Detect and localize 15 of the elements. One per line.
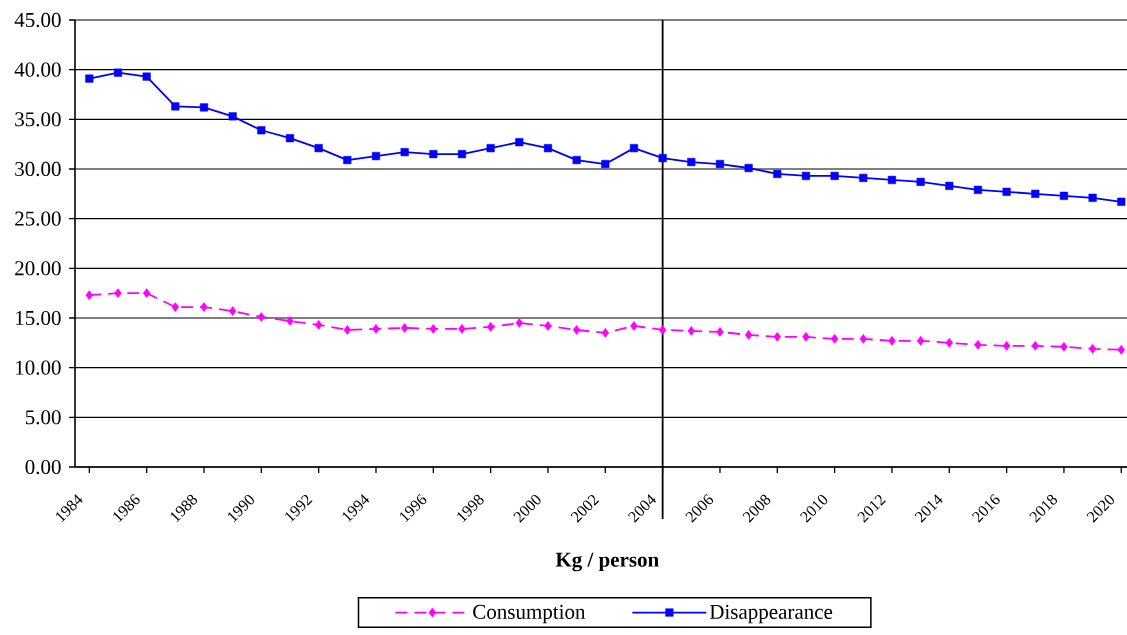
legend-label: Consumption: [473, 604, 586, 624]
legend-label: Disappearance: [709, 604, 833, 624]
y-tick-label: 40.00: [14, 62, 61, 77]
y-tick-label: 20.00: [15, 261, 61, 276]
y-tick-label: 35.00: [15, 112, 61, 127]
y-tick-label: 25.00: [15, 211, 61, 226]
y-tick-label: 10.00: [16, 360, 61, 375]
x-tick-label: 1990: [228, 494, 255, 523]
x-axis-title: Kg / person: [555, 552, 659, 572]
x-tick-label: 1992: [285, 494, 313, 523]
y-tick-label: 0.00: [25, 459, 61, 475]
y-tick-label: 45.00: [14, 12, 61, 28]
y-tick-label: 30.00: [15, 161, 61, 177]
y-tick-label: 15.00: [16, 310, 61, 326]
y-tick-label: 5.00: [25, 410, 61, 425]
